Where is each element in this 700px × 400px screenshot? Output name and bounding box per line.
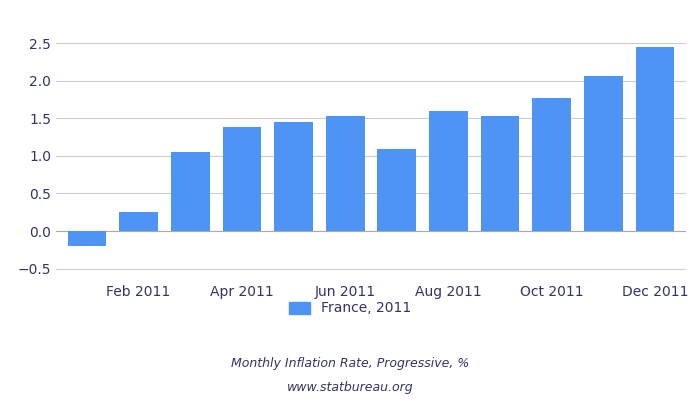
- Bar: [636, 47, 674, 231]
- Bar: [68, 231, 106, 246]
- Bar: [171, 152, 209, 231]
- Bar: [533, 98, 571, 231]
- Bar: [326, 116, 365, 231]
- Text: Monthly Inflation Rate, Progressive, %: Monthly Inflation Rate, Progressive, %: [231, 358, 469, 370]
- Bar: [274, 122, 313, 231]
- Bar: [377, 149, 416, 231]
- Bar: [429, 111, 468, 231]
- Text: www.statbureau.org: www.statbureau.org: [287, 382, 413, 394]
- Bar: [481, 116, 519, 231]
- Bar: [119, 212, 158, 231]
- Legend: France, 2011: France, 2011: [284, 296, 416, 321]
- Bar: [223, 127, 261, 231]
- Bar: [584, 76, 623, 231]
